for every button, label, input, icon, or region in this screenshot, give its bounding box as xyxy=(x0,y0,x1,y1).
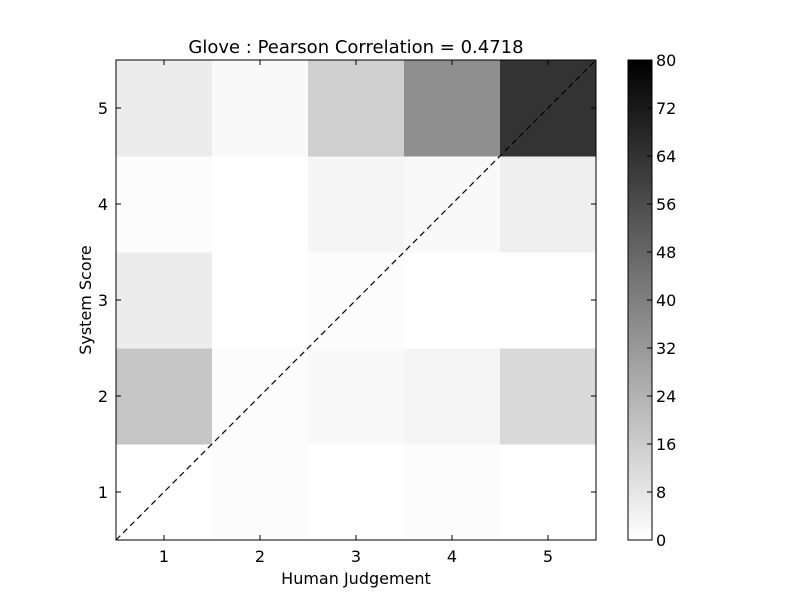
colorbar-tick-label: 8 xyxy=(656,483,666,502)
y-tick-label: 4 xyxy=(98,195,108,214)
heatmap-cell-s4-h1 xyxy=(116,156,213,253)
heatmap-cell-s2-h5 xyxy=(500,348,597,445)
colorbar-ticks: 0 8 16 24 32 40 48 56 64 72 80 xyxy=(647,51,676,550)
heatmap-cell-s2-h1 xyxy=(116,348,213,445)
heatmap-cell-s1-h4 xyxy=(404,444,501,541)
y-tick-label: 5 xyxy=(98,99,108,118)
heatmap-cell-s5-h4 xyxy=(404,60,501,157)
heatmap-cell-s3-h1 xyxy=(116,252,213,349)
x-tick-label: 5 xyxy=(543,547,553,566)
heatmap-cell-s2-h4 xyxy=(404,348,501,445)
heatmap-cell-s1-h5 xyxy=(500,444,597,541)
heatmap-cell-s2-h3 xyxy=(308,348,405,445)
colorbar-tick-label: 56 xyxy=(656,195,676,214)
colorbar-tick-label: 32 xyxy=(656,339,676,358)
colorbar-tick-label: 0 xyxy=(656,531,666,550)
chart-title: Glove : Pearson Correlation = 0.4718 xyxy=(188,37,523,58)
colorbar-tick-label: 16 xyxy=(656,435,676,454)
colorbar-tick-label: 40 xyxy=(656,291,676,310)
heatmap-cell-s3-h5 xyxy=(500,252,597,349)
y-axis-label: System Score xyxy=(76,245,95,355)
x-tick-label: 1 xyxy=(159,547,169,566)
heatmap-cell-s4-h3 xyxy=(308,156,405,253)
heatmap-cell-s1-h2 xyxy=(212,444,309,541)
y-tick-label: 2 xyxy=(98,387,108,406)
diagonal-reference-line xyxy=(115,59,597,541)
x-tick-label: 2 xyxy=(255,547,265,566)
heatmap-cell-s5-h1 xyxy=(116,60,213,157)
heatmap-cell-s1-h3 xyxy=(308,444,405,541)
colorbar-tick-label: 24 xyxy=(656,387,676,406)
y-tick-label: 3 xyxy=(98,291,108,310)
heatmap-cell-s5-h2 xyxy=(212,60,309,157)
colorbar-tick-label: 80 xyxy=(656,51,676,70)
heatmap-cell-s3-h2 xyxy=(212,252,309,349)
x-axis-ticks: 1 2 3 4 5 xyxy=(159,60,553,566)
x-tick-label: 3 xyxy=(351,547,361,566)
x-tick-label: 4 xyxy=(447,547,457,566)
heatmap-cells xyxy=(116,60,597,541)
heatmap-cell-s5-h3 xyxy=(308,60,405,157)
colorbar-tick-label: 64 xyxy=(656,147,676,166)
y-axis-ticks: 1 2 3 4 5 xyxy=(98,99,596,502)
colorbar-tick-label: 72 xyxy=(656,99,676,118)
heatmap-cell-s4-h5 xyxy=(500,156,597,253)
heatmap-cell-s3-h4 xyxy=(404,252,501,349)
colorbar-tick-label: 48 xyxy=(656,243,676,262)
heatmap-cell-s4-h2 xyxy=(212,156,309,253)
x-axis-label: Human Judgement xyxy=(281,569,431,588)
y-tick-label: 1 xyxy=(98,483,108,502)
